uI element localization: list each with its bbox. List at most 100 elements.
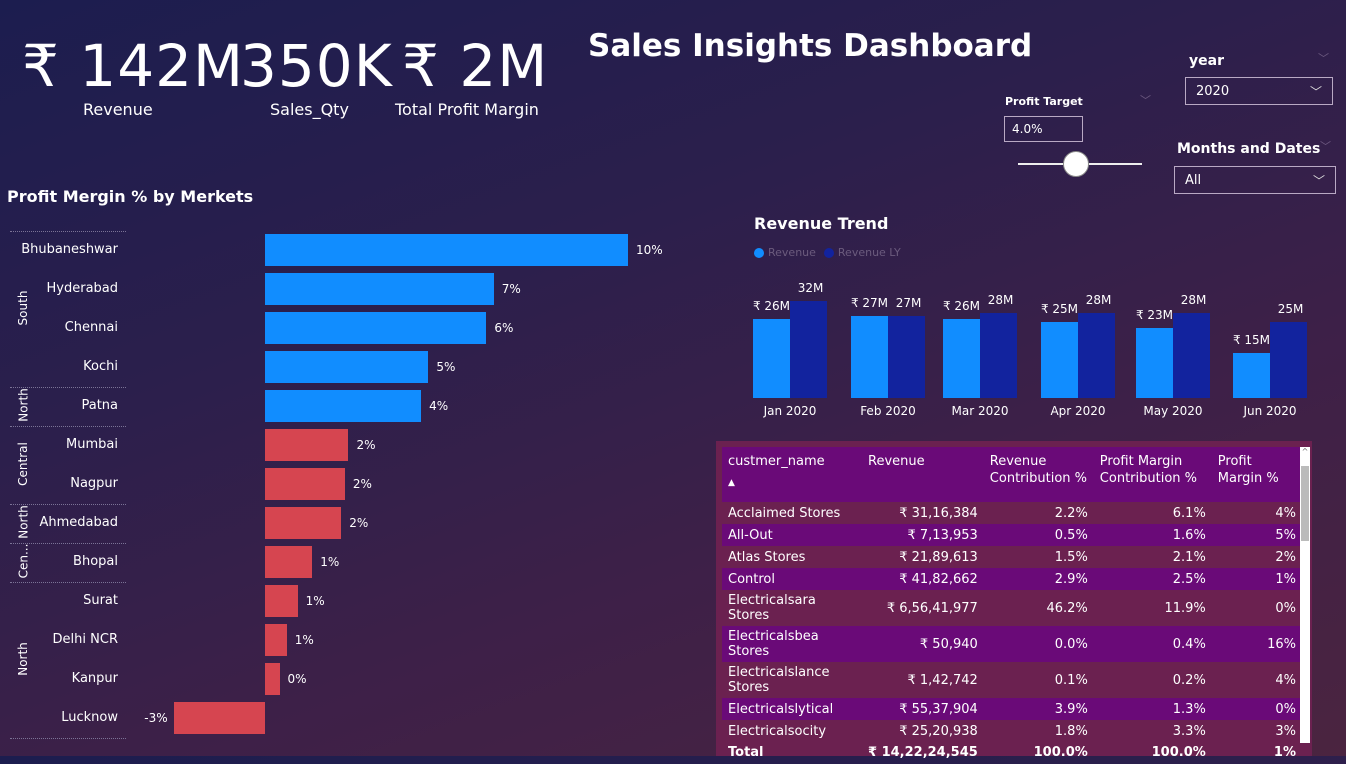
table-cell: 5% (1211, 524, 1302, 546)
table-row[interactable]: Electricalsbea Stores ₹ 50,940 0.0% 0.4% 16% (722, 626, 1302, 662)
table-cell: 16% (1211, 626, 1302, 662)
table-cell: 3% (1275, 723, 1296, 739)
chevron-down-icon[interactable]: ﹀ (1140, 94, 1151, 107)
table-cell: Electricalslytical (722, 698, 862, 720)
table-total-row[interactable]: Total ₹ 14,22,24,545 100.0% 100.0% 1% (722, 742, 1302, 764)
months-selected: All (1185, 172, 1202, 188)
table-row[interactable]: Electricalsara Stores ₹ 6,56,41,977 46.2% 1… (722, 590, 1302, 626)
region-label: Cen... (16, 543, 30, 579)
chevron-down-icon[interactable]: ﹀ (1320, 140, 1331, 153)
table-cell: 1.3% (1093, 698, 1212, 720)
bar-data-label: 2% (356, 438, 376, 452)
table-cell: 2.9% (983, 568, 1094, 590)
revenue-trend-title: Revenue Trend (754, 214, 889, 233)
legend-revenue: Revenue (768, 246, 816, 259)
table-cell: ₹ 31,16,384 (899, 505, 978, 521)
revenue-ly-bar (980, 313, 1017, 398)
bar-data-label: 1% (305, 594, 325, 608)
table-cell: ₹ 1,42,742 (907, 672, 978, 688)
customer-table: custmer_name ▲ Revenue Revenue Contributi… (716, 441, 1312, 760)
table-cell: 100.0% (1033, 745, 1088, 760)
bar-data-label: ₹ 23M (1135, 308, 1174, 323)
market-label: Lucknow (61, 710, 118, 725)
bar-data-label: 5% (436, 360, 456, 374)
kpi-qty-label: Sales_Qty (270, 100, 349, 119)
bar-data-label: ₹ 27M (850, 296, 889, 311)
table-row[interactable]: Electricalslytical ₹ 55,37,904 3.9% 1.3% 0% (722, 698, 1302, 720)
market-bar (265, 468, 345, 500)
bar-data-label: ₹ 15M (1232, 332, 1271, 347)
month-axis-label: May 2020 (1143, 404, 1203, 418)
revenue-trend-legend: Revenue Revenue LY (754, 246, 901, 259)
table-scrollbar[interactable]: ^ (1300, 447, 1310, 743)
col-revenue[interactable]: Revenue (862, 447, 984, 502)
market-bar (174, 702, 265, 734)
legend-revenue-ly: Revenue LY (837, 246, 901, 259)
bar-data-label: 4% (429, 399, 449, 413)
month-axis-label: Mar 2020 (951, 404, 1009, 418)
market-bar (265, 507, 342, 539)
table-cell: 3.9% (983, 698, 1094, 720)
revenue-bar (1136, 328, 1173, 398)
region-label: North (16, 641, 30, 676)
year-selected: 2020 (1196, 83, 1230, 99)
legend-revenue-ly-dot (823, 247, 834, 258)
table-row[interactable]: All-Out ₹ 7,13,953 0.5% 1.6% 5% (722, 524, 1302, 546)
bar-data-label: -3% (144, 711, 168, 725)
table-row[interactable]: Electricalsocity ₹ 25,20,938 1.8% 3.3% 3% (722, 720, 1302, 742)
table-row[interactable]: Control ₹ 41,82,662 2.9% 2.5% 1% (722, 568, 1302, 590)
scroll-up-icon[interactable]: ^ (1301, 447, 1309, 456)
bar-data-label: ₹ 26M (942, 299, 981, 314)
table-row[interactable]: Acclaimed Stores ₹ 31,16,384 2.2% 6.1% 4% (722, 502, 1302, 524)
table-cell: ₹ 21,89,613 (899, 549, 978, 565)
col-revenue-contribution[interactable]: Revenue Contribution % (983, 447, 1094, 502)
months-dropdown[interactable]: All ﹀ (1174, 166, 1336, 194)
region-separator (10, 386, 126, 388)
market-bar (265, 273, 494, 305)
col-profit-margin-contribution[interactable]: Profit Margin Contribution % (1093, 447, 1212, 502)
table-cell: 0% (1275, 600, 1296, 616)
table-row[interactable]: Atlas Stores ₹ 21,89,613 1.5% 2.1% 2% (722, 546, 1302, 568)
market-label: Ahmedabad (39, 515, 118, 530)
table-cell: 0.1% (1054, 672, 1088, 688)
bar-data-label: 32M (797, 281, 824, 296)
bar-data-label: 2% (349, 516, 369, 530)
profit-target-slider-handle[interactable] (1063, 151, 1089, 177)
table-row[interactable]: Electricalslance Stores ₹ 1,42,742 0.1% 0.2… (722, 662, 1302, 698)
region-label: North (16, 505, 30, 539)
chevron-down-icon[interactable]: ﹀ (1318, 52, 1329, 65)
market-label: Kochi (83, 359, 118, 374)
sort-ascending-icon[interactable]: ▲ (728, 478, 735, 488)
table-cell: Control (722, 568, 862, 590)
market-bar (265, 351, 429, 383)
market-bar (265, 663, 280, 695)
bar-data-label: 10% (636, 243, 663, 257)
market-label: Hyderabad (46, 281, 119, 296)
market-bar (265, 312, 487, 344)
region-label: Central (16, 441, 30, 486)
revenue-bar (943, 319, 980, 398)
revenue-ly-bar (1173, 313, 1210, 398)
scrollbar-thumb[interactable] (1301, 466, 1309, 541)
market-bar (265, 546, 313, 578)
table-cell: 1% (1211, 568, 1302, 590)
table-cell: 2.2% (1054, 505, 1088, 521)
bar-data-label: 27M (895, 296, 922, 311)
table-cell: 2.1% (1172, 549, 1206, 565)
market-label: Bhubaneshwar (21, 242, 118, 257)
table-cell: Electricalsara Stores (728, 593, 816, 623)
profit-target-input[interactable]: 4.0% (1004, 116, 1083, 142)
table-cell: 2% (1275, 549, 1296, 565)
year-dropdown[interactable]: 2020 ﹀ (1185, 77, 1333, 105)
bar-data-label: 28M (1180, 293, 1207, 308)
market-label: Delhi NCR (52, 632, 118, 647)
kpi-profit-label: Total Profit Margin (395, 100, 539, 119)
market-label: Nagpur (70, 476, 118, 491)
bar-data-label: 28M (987, 293, 1014, 308)
market-label: Mumbai (66, 437, 118, 452)
market-bar (265, 624, 287, 656)
table-cell: ₹ 50,940 (862, 626, 984, 662)
col-customer[interactable]: custmer_name ▲ (722, 447, 862, 502)
table-cell: 1.6% (1093, 524, 1212, 546)
col-profit-margin-pct[interactable]: Profit Margin % (1211, 447, 1302, 502)
